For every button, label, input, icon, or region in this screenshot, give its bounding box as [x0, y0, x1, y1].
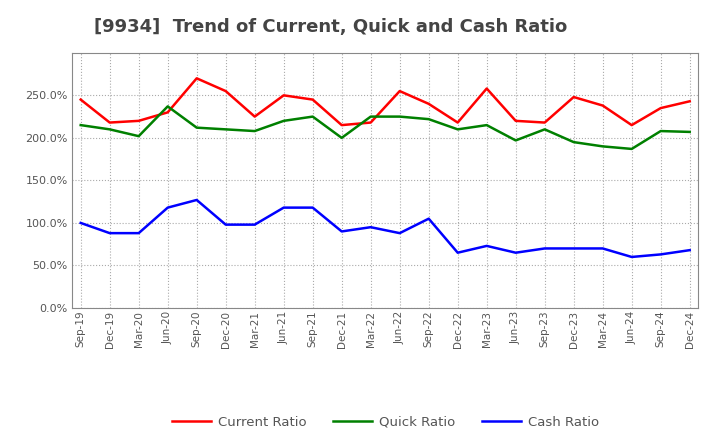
Cash Ratio [570, 246, 578, 251]
Quick Ratio [657, 128, 665, 134]
Cash Ratio [105, 231, 114, 236]
Current Ratio [482, 86, 491, 91]
Cash Ratio [482, 243, 491, 249]
Current Ratio [76, 97, 85, 102]
Line: Quick Ratio: Quick Ratio [81, 106, 690, 149]
Cash Ratio [251, 222, 259, 227]
Quick Ratio [366, 114, 375, 119]
Quick Ratio [105, 127, 114, 132]
Current Ratio [424, 101, 433, 106]
Current Ratio [454, 120, 462, 125]
Cash Ratio [454, 250, 462, 255]
Cash Ratio [163, 205, 172, 210]
Quick Ratio [76, 122, 85, 128]
Quick Ratio [135, 133, 143, 139]
Current Ratio [251, 114, 259, 119]
Current Ratio [598, 103, 607, 108]
Current Ratio [685, 99, 694, 104]
Current Ratio [338, 122, 346, 128]
Current Ratio [163, 110, 172, 115]
Cash Ratio [221, 222, 230, 227]
Cash Ratio [308, 205, 317, 210]
Cash Ratio [685, 248, 694, 253]
Current Ratio [627, 122, 636, 128]
Current Ratio [657, 106, 665, 111]
Quick Ratio [424, 117, 433, 122]
Line: Cash Ratio: Cash Ratio [81, 200, 690, 257]
Cash Ratio [657, 252, 665, 257]
Current Ratio [135, 118, 143, 124]
Quick Ratio [482, 122, 491, 128]
Quick Ratio [685, 129, 694, 135]
Current Ratio [570, 95, 578, 100]
Cash Ratio [541, 246, 549, 251]
Cash Ratio [395, 231, 404, 236]
Cash Ratio [76, 220, 85, 226]
Quick Ratio [192, 125, 201, 130]
Current Ratio [308, 97, 317, 102]
Quick Ratio [627, 146, 636, 151]
Cash Ratio [192, 197, 201, 202]
Cash Ratio [424, 216, 433, 221]
Text: [9934]  Trend of Current, Quick and Cash Ratio: [9934] Trend of Current, Quick and Cash … [94, 18, 567, 36]
Current Ratio [541, 120, 549, 125]
Legend: Current Ratio, Quick Ratio, Cash Ratio: Current Ratio, Quick Ratio, Cash Ratio [166, 411, 604, 434]
Cash Ratio [627, 254, 636, 260]
Current Ratio [395, 88, 404, 94]
Current Ratio [511, 118, 520, 124]
Cash Ratio [135, 231, 143, 236]
Current Ratio [221, 88, 230, 94]
Quick Ratio [395, 114, 404, 119]
Quick Ratio [251, 128, 259, 134]
Quick Ratio [163, 104, 172, 109]
Current Ratio [192, 76, 201, 81]
Line: Current Ratio: Current Ratio [81, 78, 690, 125]
Cash Ratio [338, 229, 346, 234]
Cash Ratio [279, 205, 288, 210]
Quick Ratio [598, 144, 607, 149]
Quick Ratio [541, 127, 549, 132]
Quick Ratio [279, 118, 288, 124]
Quick Ratio [511, 138, 520, 143]
Current Ratio [279, 93, 288, 98]
Cash Ratio [511, 250, 520, 255]
Quick Ratio [454, 127, 462, 132]
Cash Ratio [366, 224, 375, 230]
Quick Ratio [338, 135, 346, 140]
Current Ratio [366, 120, 375, 125]
Quick Ratio [308, 114, 317, 119]
Current Ratio [105, 120, 114, 125]
Quick Ratio [570, 139, 578, 145]
Quick Ratio [221, 127, 230, 132]
Cash Ratio [598, 246, 607, 251]
